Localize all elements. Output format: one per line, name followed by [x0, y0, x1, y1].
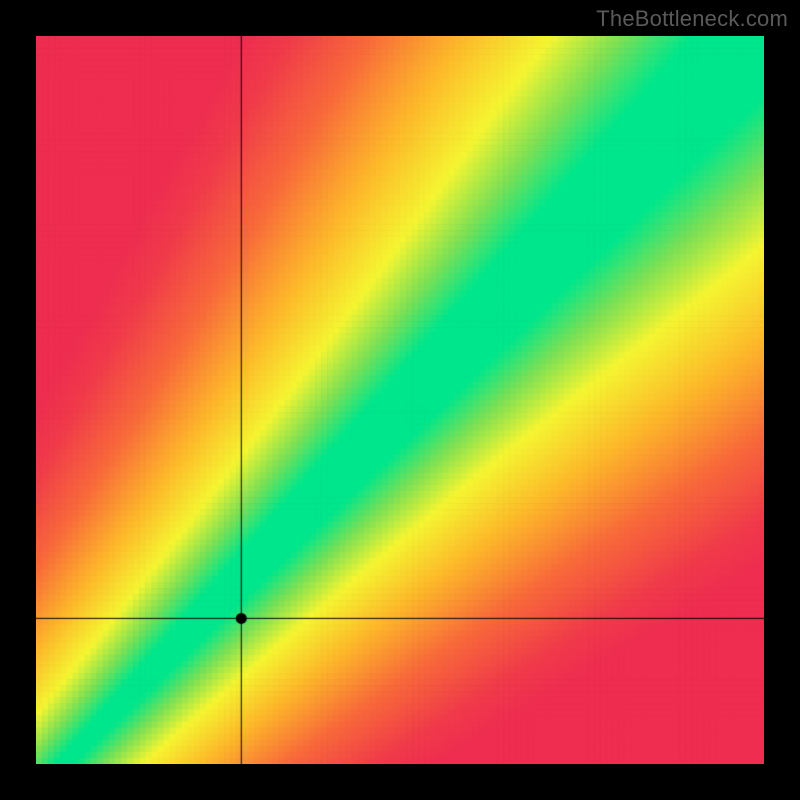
chart-container: TheBottleneck.com [0, 0, 800, 800]
chart-frame [36, 36, 764, 764]
watermark-text: TheBottleneck.com [596, 6, 788, 32]
bottleneck-heatmap [36, 36, 764, 764]
